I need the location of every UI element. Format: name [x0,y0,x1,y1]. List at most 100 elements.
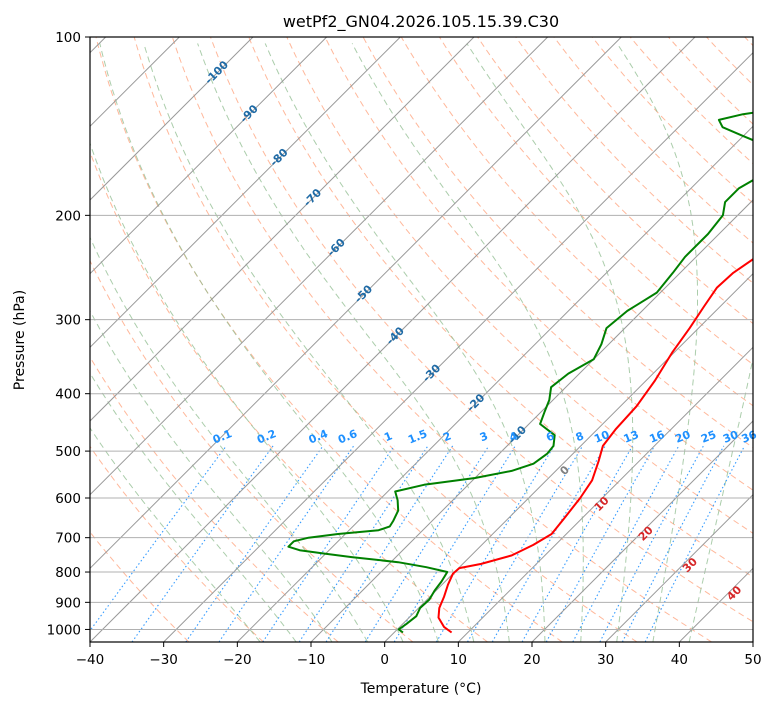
x-axis-label: Temperature (°C) [360,681,482,697]
annotation-layer: -100-90-80-70-60-50-40-30-20-100.1 0.2 0.4… [202,58,759,603]
isotherm-line [752,641,753,642]
mixing-ratio-label: 25 [699,428,718,446]
mixing-ratio-line [521,445,633,642]
moist-adiabat [351,43,584,642]
background-lines [90,37,753,642]
isotherm-label: -80 [267,146,290,169]
moist-adiabat [264,43,546,642]
isotherm-line [678,567,753,642]
moist-adiabat [197,43,510,642]
dry-adiabat [248,37,753,578]
mixing-ratio-line [325,445,454,642]
y-tick-label: 300 [55,313,81,329]
mixing-ratio-label: 10 [592,428,611,446]
wetbulb-label: 20 [636,523,656,543]
mixing-ratio-line [435,445,555,642]
mixing-ratio-label: 1 [382,429,394,444]
plot-frame [89,36,754,643]
y-tick-label: 800 [55,565,81,581]
y-axis-ticks: 100 200 300 400 500 600 700 800 900 1000 [47,30,90,638]
x-tick-label: −20 [223,652,252,668]
temperature-profile-line [437,258,753,634]
moist-adiabat [688,356,753,642]
chart-title: wetPf2_GN04.2026.105.15.39.C30 [283,12,559,32]
dry-adiabat [515,37,753,284]
isotherm-line [90,37,328,275]
moist-adiabat [90,372,297,642]
dewpoint-profile-line [287,111,753,634]
dry-adiabat [90,259,414,642]
moist-adiabat [90,141,404,642]
isotherm-line [384,272,753,642]
mixing-ratio-label: 0.1 [211,427,234,446]
moist-adiabat [90,427,261,642]
y-tick-label: 1000 [47,622,81,638]
mixing-ratio-label: 0.2 [255,427,278,446]
dry-adiabat [629,37,753,165]
y-tick-label: 900 [55,595,81,611]
dry-adiabat [591,37,753,204]
x-tick-label: 40 [671,652,688,668]
dry-adiabat [95,37,563,642]
dry-adiabat [90,356,339,642]
mixing-ratio-line [218,445,355,642]
x-tick-label: 20 [523,652,540,668]
mixing-ratio-line [545,445,656,642]
mixing-ratio-line [393,445,516,642]
mixing-ratio-line [644,445,746,642]
dry-adiabat [90,150,488,642]
mixing-ratio-line [364,445,490,642]
moist-adiabat [99,43,439,642]
isotherm-line [90,37,254,201]
series-layer [287,111,753,634]
dry-adiabat [210,37,753,623]
moist-adiabat [616,43,698,642]
x-tick-label: 50 [744,652,761,668]
dry-adiabat [133,37,638,642]
isotherm-line [90,37,622,570]
isotherm-label: -60 [325,236,348,259]
mixing-ratio-line [572,445,680,642]
dry-adiabat [90,531,190,642]
y-tick-label: 200 [55,208,81,224]
dry-adiabat [706,37,753,86]
isotherm-line [90,37,696,642]
dry-adiabat [668,37,753,125]
dry-adiabat [400,37,753,407]
x-tick-label: 10 [450,652,467,668]
x-tick-label: 0 [380,652,389,668]
isotherm-line [90,37,401,349]
mixing-ratio-label: 3 [478,429,490,444]
dry-adiabat [90,445,264,642]
mixing-ratio-label: 1.5 [406,427,429,446]
y-tick-label: 100 [55,30,81,46]
isotherm-line [310,199,753,642]
moist-adiabat [143,43,475,642]
mixing-ratio-label: 20 [673,428,692,446]
y-tick-label: 400 [55,387,81,403]
mixing-ratio-label: 13 [622,428,641,446]
mixing-ratio-line [467,445,584,642]
x-tick-label: 30 [597,652,614,668]
isotherm-line [531,420,753,642]
wetbulb-label: 0 [557,463,572,478]
mixing-ratio-line [599,445,704,642]
x-tick-label: −10 [297,652,326,668]
x-axis-ticks: −40 −30 −20 −10 0 10 20 30 40 50 [76,642,762,668]
isotherm-line [163,51,753,642]
wetbulb-label: 10 [592,494,612,514]
mixing-ratio-line [262,445,395,642]
isotherm-line [236,125,753,642]
mixing-ratio-label: 8 [574,429,586,444]
dry-adiabat [324,37,753,491]
mixing-ratio-line [621,445,725,642]
isotherm-line [90,37,475,422]
dry-adiabat [477,37,753,325]
isotherm-line [605,493,753,642]
y-tick-label: 600 [55,491,81,507]
wetbulb-label: 40 [724,583,744,603]
mixing-ratio-label: 0.4 [307,427,330,446]
isotherm-line [90,37,549,496]
moist-adiabat [90,309,333,642]
